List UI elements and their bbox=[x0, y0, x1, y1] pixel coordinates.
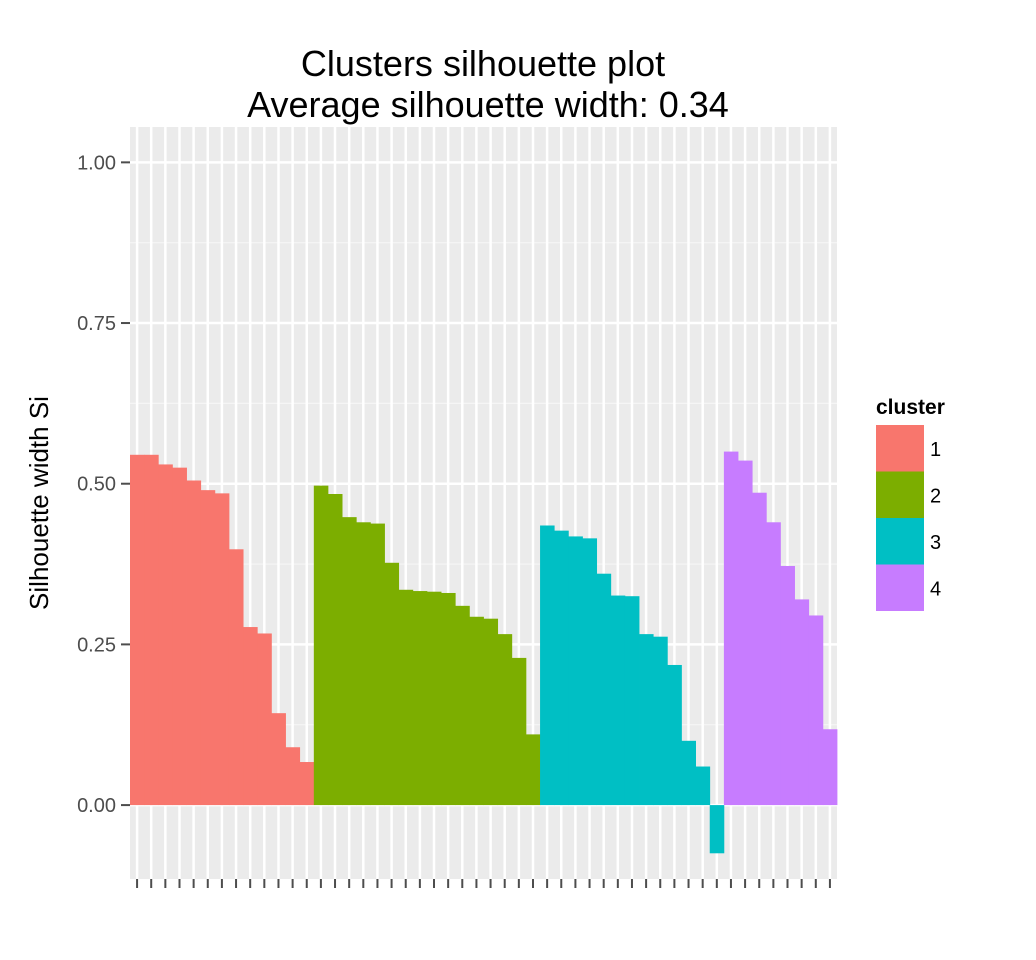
silhouette-bar bbox=[610, 595, 626, 806]
silhouette-bar bbox=[455, 605, 470, 806]
silhouette-bar bbox=[596, 573, 612, 806]
silhouette-bar bbox=[228, 549, 244, 806]
silhouette-bar bbox=[370, 523, 385, 806]
legend-title: cluster bbox=[876, 396, 945, 419]
silhouette-bar bbox=[766, 522, 781, 806]
silhouette-bar bbox=[525, 734, 541, 806]
y-axis-title: Silhouette width Si bbox=[24, 396, 54, 610]
silhouette-bar bbox=[667, 664, 682, 806]
silhouette-bar bbox=[709, 805, 725, 854]
silhouette-bar bbox=[214, 493, 230, 806]
silhouette-bar bbox=[172, 467, 187, 806]
silhouette-bar bbox=[639, 634, 654, 806]
silhouette-bar bbox=[540, 525, 555, 806]
silhouette-bar bbox=[398, 589, 414, 806]
silhouette-bar bbox=[582, 538, 598, 806]
silhouette-bar bbox=[327, 494, 343, 806]
x-axis bbox=[136, 879, 831, 888]
silhouette-bar bbox=[780, 565, 795, 806]
silhouette-bar bbox=[257, 633, 272, 806]
y-tick-label: 0.25 bbox=[77, 634, 116, 656]
legend: cluster 1 2 3 4 bbox=[876, 396, 945, 611]
silhouette-bar bbox=[285, 747, 301, 806]
silhouette-bar bbox=[144, 454, 159, 806]
legend-swatch bbox=[876, 471, 924, 518]
silhouette-bar bbox=[822, 729, 838, 806]
silhouette-bar bbox=[794, 599, 810, 806]
silhouette-bar bbox=[695, 766, 711, 806]
y-tick-label: 0.50 bbox=[77, 474, 116, 496]
silhouette-bar bbox=[186, 480, 202, 806]
chart-subtitle: Average silhouette width: 0.34 bbox=[247, 84, 729, 125]
silhouette-bar bbox=[412, 591, 428, 806]
legend-label: 2 bbox=[930, 486, 941, 508]
y-tick-label: 0.00 bbox=[77, 795, 116, 817]
silhouette-bar bbox=[681, 740, 696, 806]
silhouette-bar bbox=[568, 536, 583, 806]
silhouette-bar bbox=[483, 618, 499, 806]
silhouette-bar bbox=[441, 592, 456, 806]
silhouette-bar bbox=[356, 522, 371, 806]
silhouette-bar bbox=[554, 530, 569, 806]
silhouette-bar bbox=[299, 762, 315, 806]
silhouette-bar bbox=[469, 616, 484, 806]
legend-label: 1 bbox=[930, 439, 941, 461]
silhouette-bar bbox=[313, 485, 329, 806]
legend-label: 3 bbox=[930, 532, 941, 554]
legend-swatch bbox=[876, 518, 924, 565]
silhouette-bar bbox=[497, 634, 513, 806]
silhouette-bar bbox=[384, 562, 400, 806]
silhouette-bar bbox=[653, 636, 668, 806]
y-tick-label: 0.75 bbox=[77, 313, 116, 335]
y-tick-label: 1.00 bbox=[77, 152, 116, 174]
silhouette-bar bbox=[738, 460, 753, 806]
legend-swatch bbox=[876, 425, 924, 472]
silhouette-bar bbox=[808, 615, 824, 806]
chart-title: Clusters silhouette plot bbox=[301, 43, 665, 84]
y-axis: 0.00 0.25 0.50 0.75 1.00 bbox=[77, 152, 130, 817]
silhouette-bar bbox=[511, 657, 527, 806]
silhouette-bar bbox=[752, 492, 767, 806]
silhouette-bar bbox=[200, 490, 216, 806]
legend-label: 4 bbox=[930, 579, 941, 601]
silhouette-bar bbox=[723, 451, 739, 806]
bars bbox=[130, 451, 838, 854]
silhouette-bar bbox=[158, 464, 173, 806]
silhouette-bar bbox=[271, 713, 286, 806]
silhouette-bar bbox=[243, 627, 258, 806]
silhouette-bar bbox=[624, 596, 640, 806]
silhouette-bar bbox=[130, 454, 145, 806]
silhouette-bar bbox=[342, 517, 357, 806]
silhouette-bar bbox=[426, 591, 442, 806]
legend-swatch bbox=[876, 564, 924, 611]
